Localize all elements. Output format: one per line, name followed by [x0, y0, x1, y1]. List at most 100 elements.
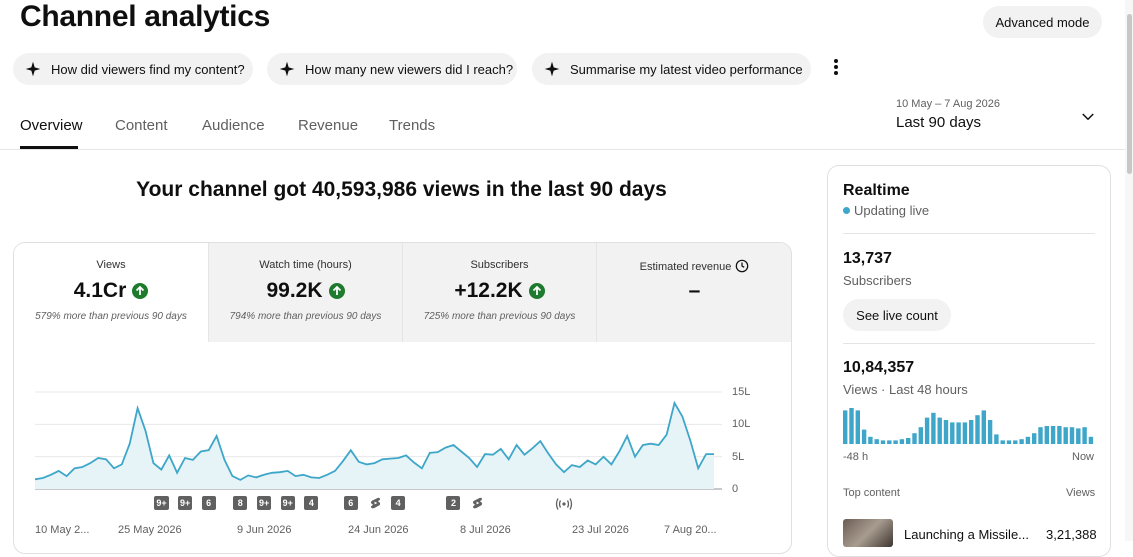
active-tab-indicator	[20, 146, 78, 149]
realtime-bar	[1032, 433, 1037, 444]
trend-up-icon	[328, 283, 345, 299]
top-content-label: Top content	[843, 487, 900, 499]
realtime-bar	[981, 410, 986, 444]
realtime-bar	[849, 408, 854, 444]
metric-tab-subscribers[interactable]: Subscribers +12.2K 725% more than previo…	[402, 243, 596, 342]
metric-label: Views	[96, 259, 126, 271]
metric-comparison: 579% more than previous 90 days	[35, 311, 187, 322]
suggestion-chip[interactable]: How many new viewers did I reach?	[267, 53, 517, 85]
video-published-marker[interactable]: 4	[304, 496, 319, 510]
realtime-subscribers-value: 13,737	[843, 250, 892, 267]
page-title: Channel analytics	[20, 0, 270, 33]
date-range-value: Last 90 days	[896, 114, 982, 131]
realtime-views-value: 10,84,357	[843, 359, 915, 376]
top-content-item[interactable]: Launching a Missile... 3,21,388	[843, 519, 1097, 547]
realtime-bar	[906, 438, 911, 444]
realtime-bar	[899, 439, 905, 444]
video-published-marker[interactable]: 6	[201, 496, 216, 510]
trend-up-icon	[132, 283, 149, 299]
x-tick-label: 24 Jun 2026	[348, 524, 409, 536]
x-tick-label: 10 May 2...	[35, 524, 90, 536]
video-published-marker[interactable]: 6	[343, 496, 358, 510]
realtime-subscribers-label: Subscribers	[843, 273, 912, 288]
video-published-marker[interactable]: 8	[233, 496, 248, 510]
chevron-down-icon[interactable]	[1079, 108, 1097, 126]
realtime-bar	[950, 422, 955, 444]
metric-value: +12.2K	[454, 279, 523, 302]
x-tick-label: 25 May 2026	[118, 524, 182, 536]
video-published-marker[interactable]: 4	[391, 496, 406, 510]
realtime-bar	[1082, 427, 1087, 444]
x-tick-label: 7 Aug 20...	[664, 524, 717, 536]
shorts-icon[interactable]	[471, 496, 484, 510]
realtime-bar	[1057, 426, 1062, 444]
scrollbar-track[interactable]	[1125, 0, 1133, 541]
see-live-count-button[interactable]: See live count	[843, 299, 951, 331]
views-column-label: Views	[1066, 487, 1096, 499]
video-published-marker[interactable]: 9+	[178, 496, 193, 510]
realtime-views-label: Views · Last 48 hours	[843, 382, 968, 397]
realtime-bar	[1044, 426, 1049, 444]
y-tick-label: 15L	[732, 386, 751, 398]
metric-comparison: 725% more than previous 90 days	[423, 311, 576, 322]
tab-content[interactable]: Content	[115, 117, 168, 134]
more-options-icon[interactable]	[826, 56, 846, 80]
realtime-bar	[912, 433, 917, 444]
y-tick-label: 5L	[732, 451, 745, 463]
video-published-marker[interactable]: 9+	[280, 496, 295, 510]
realtime-bar	[931, 412, 936, 444]
scrollbar-thumb[interactable]	[1127, 14, 1132, 174]
video-published-marker[interactable]: 2	[446, 496, 461, 510]
video-published-marker[interactable]: 9+	[154, 496, 169, 510]
realtime-bar	[937, 417, 942, 444]
top-content-views: 3,21,388	[1046, 527, 1097, 542]
tab-audience[interactable]: Audience	[202, 117, 265, 134]
tab-revenue[interactable]: Revenue	[298, 117, 359, 134]
date-range-text: 10 May – 7 Aug 2026	[896, 98, 1000, 110]
metric-value: 4.1Cr	[73, 279, 127, 302]
metric-tab-estimated-revenue[interactable]: Estimated revenue –	[596, 243, 791, 342]
tab-trends[interactable]: Trends	[389, 117, 436, 134]
realtime-axis-end: Now	[1072, 451, 1095, 463]
video-thumbnail	[843, 519, 893, 547]
views-chart	[34, 391, 722, 490]
metric-label: Estimated revenue	[639, 261, 732, 273]
advanced-mode-button[interactable]: Advanced mode	[983, 6, 1102, 38]
suggestion-chip[interactable]: Summarise my latest video performance	[532, 53, 811, 85]
realtime-bar	[868, 436, 873, 444]
realtime-bar	[1038, 427, 1043, 444]
chip-label: Summarise my latest video performance	[570, 61, 803, 77]
divider	[0, 149, 1125, 150]
divider	[843, 343, 1095, 344]
tab-overview[interactable]: Overview	[20, 117, 83, 134]
chip-label: How did viewers find my content?	[51, 61, 245, 77]
metric-value: –	[688, 279, 701, 302]
metric-tab-watch-time[interactable]: Watch time (hours) 99.2K 794% more than …	[208, 243, 402, 342]
views-line	[34, 400, 714, 481]
realtime-bar	[975, 415, 980, 444]
realtime-bar	[969, 420, 974, 444]
sparkle-icon	[25, 61, 41, 77]
realtime-bar	[874, 439, 879, 444]
sparkle-icon	[279, 61, 295, 77]
metric-comparison: 794% more than previous 90 days	[229, 311, 382, 322]
realtime-bar	[1006, 440, 1012, 444]
suggestion-chip[interactable]: How did viewers find my content?	[13, 53, 253, 85]
realtime-bar	[861, 429, 867, 444]
views-headline: Your channel got 40,593,986 views in the…	[136, 178, 667, 201]
live-stream-icon[interactable]	[555, 497, 573, 511]
metric-tab-views[interactable]: Views 4.1Cr 579% more than previous 90 d…	[14, 243, 208, 342]
divider	[843, 233, 1095, 234]
shorts-icon[interactable]	[369, 496, 382, 510]
realtime-bar	[962, 422, 968, 444]
y-tick-label: 10L	[732, 418, 751, 430]
realtime-bar	[1063, 427, 1068, 444]
y-tick-label: 0	[732, 483, 739, 495]
live-status-text: Updating live	[854, 203, 930, 218]
video-published-marker[interactable]: 9+	[256, 496, 272, 510]
trend-up-icon	[528, 283, 545, 299]
realtime-bar	[893, 440, 898, 444]
realtime-bar	[1025, 436, 1031, 444]
realtime-bar	[994, 434, 999, 444]
realtime-bar	[918, 427, 923, 444]
